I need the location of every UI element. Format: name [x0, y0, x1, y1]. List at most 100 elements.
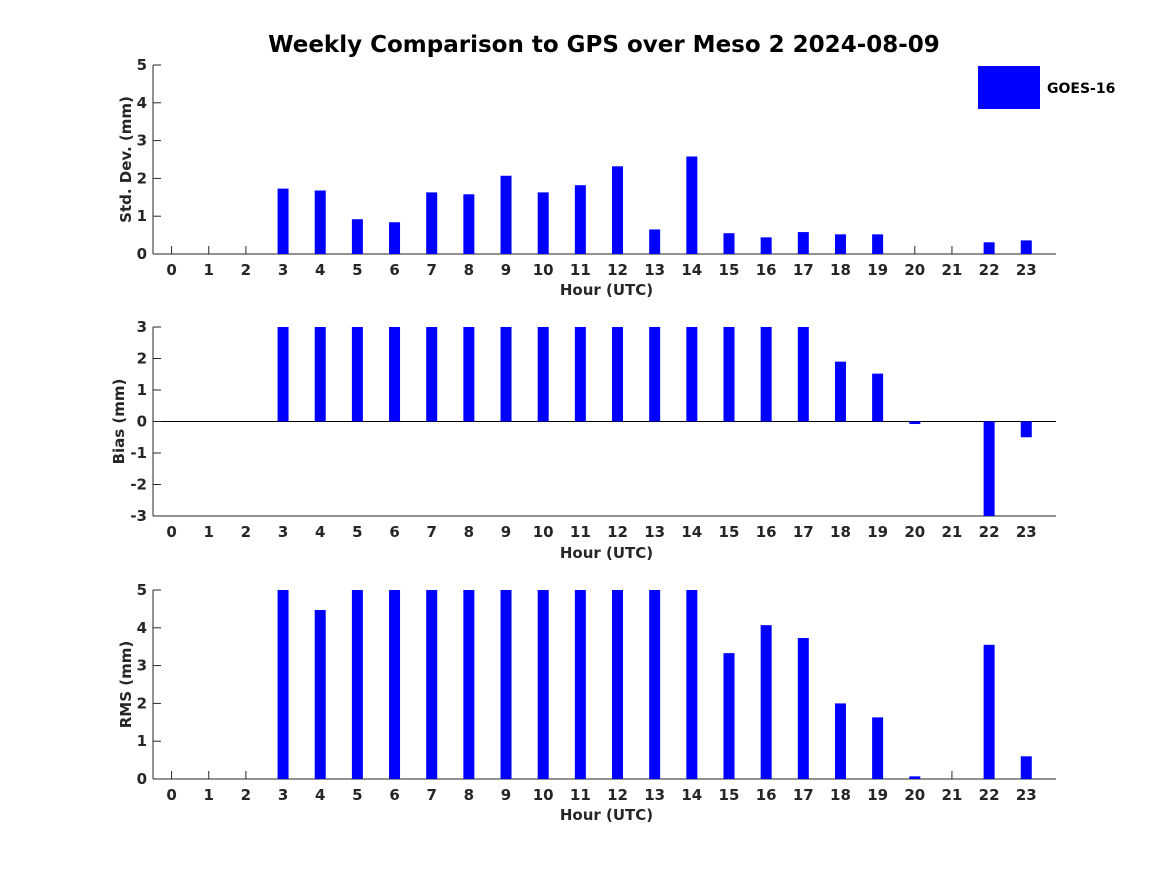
x-tick-label: 3	[278, 261, 288, 279]
x-tick-label: 7	[426, 523, 436, 541]
bar-hour-17	[797, 327, 809, 422]
bar-hour-11	[574, 185, 586, 254]
x-tick-label: 11	[570, 261, 591, 279]
x-tick-label: 13	[644, 261, 665, 279]
bar-hour-12	[612, 590, 624, 779]
bar-hour-16	[760, 625, 772, 779]
bar-hour-9	[500, 327, 512, 422]
x-tick-label: 12	[607, 523, 628, 541]
x-tick-label: 2	[241, 261, 251, 279]
bar-hour-11	[574, 590, 586, 779]
y-tick-label: 3	[137, 657, 147, 675]
x-tick-label: 15	[719, 786, 740, 804]
x-tick-label: 1	[204, 786, 214, 804]
bar-hour-15	[723, 653, 735, 779]
bar-hour-6	[389, 222, 401, 254]
y-axis-label: Std. Dev. (mm)	[117, 96, 135, 223]
bar-hour-17	[797, 232, 809, 254]
bar-hour-6	[389, 590, 401, 779]
bar-hour-4	[314, 327, 326, 422]
x-tick-label: 19	[867, 261, 888, 279]
bar-hour-7	[426, 590, 438, 779]
bar-hour-18	[834, 703, 846, 779]
y-tick-label: 2	[137, 169, 147, 187]
bar-hour-13	[649, 229, 661, 254]
bar-hour-10	[537, 327, 549, 422]
bar-hour-19	[872, 373, 884, 422]
x-tick-label: 17	[793, 261, 814, 279]
x-tick-label: 16	[756, 261, 777, 279]
x-tick-label: 12	[607, 261, 628, 279]
x-tick-label: 16	[756, 523, 777, 541]
chart-legend: GOES-16	[978, 66, 1115, 109]
bar-hour-3	[277, 188, 289, 254]
bar-hour-5	[351, 327, 363, 422]
y-axis-label: RMS (mm)	[117, 641, 135, 728]
x-tick-label: 14	[681, 786, 702, 804]
x-tick-label: 17	[793, 786, 814, 804]
x-tick-label: 11	[570, 786, 591, 804]
x-tick-label: 7	[426, 786, 436, 804]
bar-hour-17	[797, 638, 809, 779]
x-tick-label: 19	[867, 523, 888, 541]
bar-hour-4	[314, 190, 326, 254]
legend-label-goes-16: GOES-16	[1047, 81, 1115, 97]
y-tick-label: 1	[137, 732, 147, 750]
x-tick-label: 19	[867, 786, 888, 804]
x-tick-label: 23	[1016, 523, 1037, 541]
y-tick-label: 5	[137, 581, 147, 599]
bar-hour-23	[1020, 756, 1032, 779]
x-tick-label: 15	[719, 261, 740, 279]
x-tick-label: 10	[533, 261, 554, 279]
x-tick-label: 16	[756, 786, 777, 804]
x-tick-label: 1	[204, 261, 214, 279]
x-tick-label: 11	[570, 523, 591, 541]
x-tick-label: 3	[278, 523, 288, 541]
bar-hour-9	[500, 175, 512, 254]
x-tick-label: 15	[719, 523, 740, 541]
x-tick-label: 6	[389, 523, 399, 541]
x-tick-label: 9	[501, 786, 511, 804]
bar-hour-7	[426, 192, 438, 254]
bar-hour-11	[574, 327, 586, 422]
x-tick-label: 23	[1016, 786, 1037, 804]
bar-hour-19	[872, 717, 884, 779]
x-tick-label: 18	[830, 261, 851, 279]
x-tick-label: 22	[979, 261, 1000, 279]
y-tick-label: 0	[137, 770, 147, 788]
bar-hour-8	[463, 327, 475, 422]
x-tick-label: 20	[904, 261, 925, 279]
bar-hour-10	[537, 590, 549, 779]
bar-hour-3	[277, 590, 289, 779]
x-tick-label: 4	[315, 523, 325, 541]
bar-hour-20	[909, 421, 921, 425]
bar-hour-12	[612, 166, 624, 254]
x-tick-label: 14	[681, 523, 702, 541]
x-tick-label: 4	[315, 261, 325, 279]
x-tick-label: 10	[533, 523, 554, 541]
bar-hour-23	[1020, 240, 1032, 254]
x-axis-label: Hour (UTC)	[560, 281, 653, 299]
y-tick-label: 5	[137, 56, 147, 74]
bar-hour-3	[277, 327, 289, 422]
x-tick-label: 8	[464, 786, 474, 804]
x-tick-label: 18	[830, 523, 851, 541]
x-tick-label: 17	[793, 523, 814, 541]
x-tick-label: 1	[204, 523, 214, 541]
x-tick-label: 9	[501, 523, 511, 541]
x-tick-label: 5	[352, 523, 362, 541]
bar-hour-7	[426, 327, 438, 422]
x-tick-label: 21	[942, 786, 963, 804]
x-tick-label: 22	[979, 523, 1000, 541]
y-tick-label: 2	[137, 350, 147, 368]
y-tick-label: 4	[137, 619, 147, 637]
x-tick-label: 0	[166, 786, 176, 804]
x-tick-label: 23	[1016, 261, 1037, 279]
x-tick-label: 8	[464, 261, 474, 279]
x-axis-label: Hour (UTC)	[560, 544, 653, 562]
